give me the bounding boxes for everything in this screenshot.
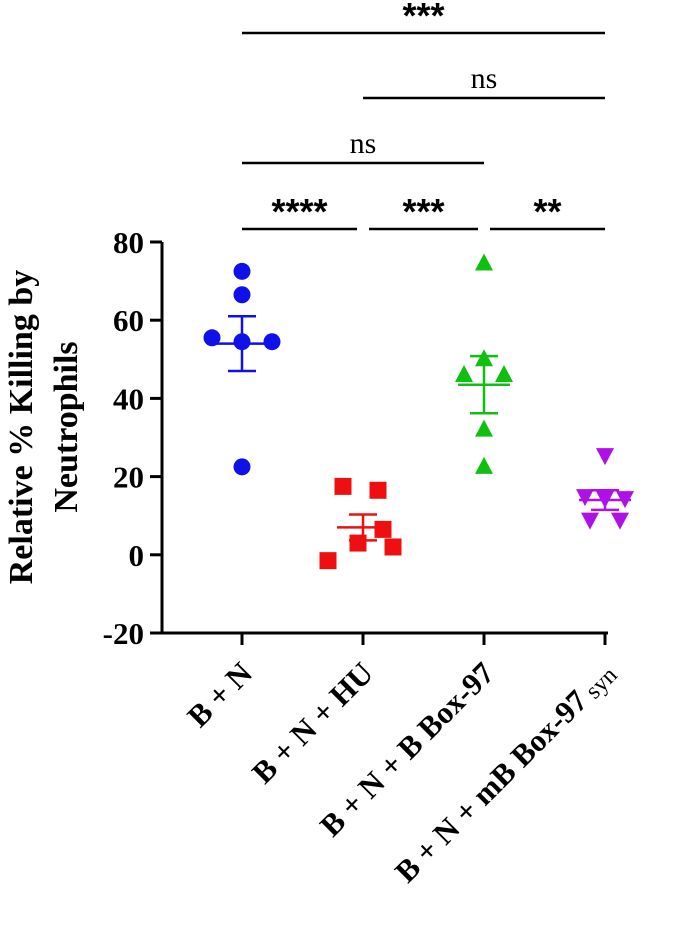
y-tick-label: 40	[113, 381, 144, 416]
data-point-square	[334, 477, 352, 495]
data-point-triangle-down	[611, 512, 629, 530]
data-point-circle	[233, 458, 251, 476]
y-axis-title-line-1: Relative % Killing by	[3, 270, 40, 585]
significance-label: **	[533, 191, 561, 232]
x-tick-label: B + N + HU	[245, 655, 380, 790]
data-point-triangle-down	[596, 448, 614, 466]
y-tick-label: 20	[113, 460, 144, 495]
significance-label: ns	[471, 62, 498, 95]
data-point-square	[374, 520, 392, 538]
axes	[160, 242, 608, 635]
x-tick-label: B + N	[180, 655, 259, 734]
significance-label: ns	[350, 127, 377, 160]
significance-label: ***	[402, 191, 444, 232]
error-bars	[216, 315, 631, 542]
data-point-square	[369, 481, 387, 499]
data-point-square	[319, 552, 337, 570]
data-point-triangle-up	[475, 253, 493, 271]
y-axis-title: Relative % Killing by Neutrophils	[3, 270, 85, 585]
data-point-circle	[203, 329, 221, 347]
data-point-circle	[233, 286, 251, 304]
x-tick-label-text: B + N	[180, 655, 259, 734]
data-point-triangle-up	[495, 364, 513, 382]
data-points	[203, 253, 634, 570]
x-tick-label-text: B + N + HU	[245, 655, 380, 790]
y-tick-label: 80	[113, 225, 144, 260]
data-point-triangle-down	[581, 512, 599, 530]
significance-label: ****	[271, 191, 327, 232]
data-point-triangle-down	[576, 489, 594, 507]
significance-label: ***	[402, 0, 444, 36]
x-ticks: B + NB + N + HUB + N + B Box-97B + N + m…	[180, 633, 623, 890]
data-point-square	[384, 538, 402, 556]
y-axis-title-line-2: Neutrophils	[48, 341, 85, 512]
data-point-triangle-up	[475, 419, 493, 437]
x-tick-label-subscript: syn	[581, 662, 623, 704]
data-point-triangle-up	[475, 456, 493, 474]
data-point-circle	[233, 262, 251, 280]
x-tick-label: B + N + mB Box-97syn	[388, 655, 623, 890]
y-ticks: -20 0 20 40 60 80	[103, 225, 162, 651]
data-point-triangle-up	[455, 364, 473, 382]
data-point-circle	[263, 333, 281, 351]
y-tick-label: 0	[129, 538, 145, 573]
y-tick-label: -20	[103, 616, 144, 651]
y-tick-label: 60	[113, 303, 144, 338]
